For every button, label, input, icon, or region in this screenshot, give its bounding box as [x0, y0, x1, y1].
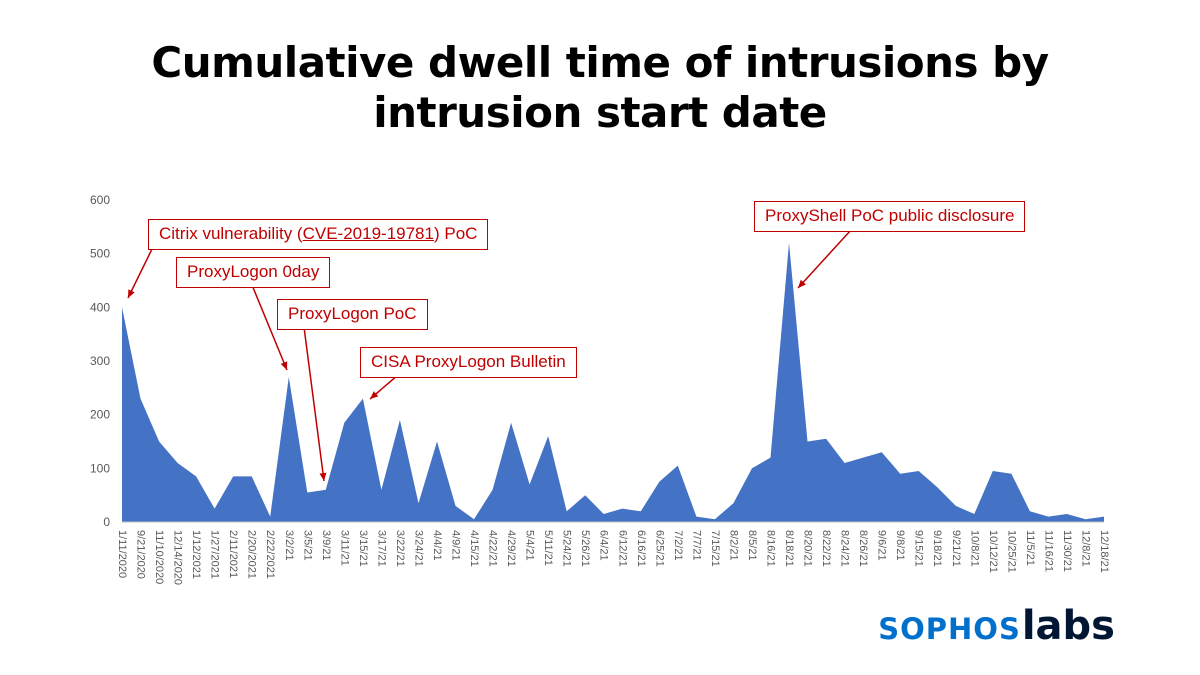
annotation-proxylogon-0day: ProxyLogon 0day: [176, 257, 331, 289]
x-axis-tick-label: 3/2/21: [283, 530, 295, 561]
x-axis-tick-label: 9/8/21: [894, 530, 906, 561]
x-axis-tick-label: 4/22/21: [487, 530, 499, 567]
x-axis-tick-label: 11/5/21: [1024, 530, 1036, 566]
x-axis-tick-label: 2/20/2021: [246, 530, 258, 579]
x-axis-tick-label: 3/15/21: [357, 530, 369, 567]
x-axis-tick-label: 10/12/21: [987, 530, 999, 573]
x-axis-tick-label: 4/4/21: [431, 530, 443, 561]
y-axis-tick-label: 600: [90, 193, 110, 207]
logo-labs-text: labs: [1021, 603, 1115, 649]
cve-link[interactable]: CVE-2019-19781: [302, 224, 434, 243]
x-axis-tick-label: 8/26/21: [857, 530, 869, 567]
annotation-cisa-proxylogon-bulletin: CISA ProxyLogon Bulletin: [360, 347, 577, 379]
x-axis-tick-label: 4/15/21: [468, 530, 480, 567]
x-axis-tick-label: 8/5/21: [746, 530, 758, 561]
x-axis-tick-label: 9/18/21: [931, 530, 943, 567]
x-axis-tick-label: 9/6/21: [876, 530, 888, 561]
y-axis-tick-label: 0: [103, 515, 110, 529]
x-axis-tick-label: 3/11/21: [338, 530, 350, 566]
x-axis-tick-label: 5/24/21: [561, 530, 573, 567]
x-axis-tick-label: 7/2/21: [672, 530, 684, 561]
x-axis-tick-label: 8/16/21: [764, 530, 776, 567]
x-axis-tick-label: 9/21/21: [950, 530, 962, 567]
x-axis-tick-label: 8/2/21: [727, 530, 739, 561]
x-axis-tick-label: 5/26/21: [579, 530, 591, 567]
x-axis-tick-label: 3/22/21: [394, 530, 406, 567]
x-axis-tick-label: 8/18/21: [783, 530, 795, 567]
x-axis-tick-label: 4/9/21: [450, 530, 462, 561]
x-axis-tick-label: 2/22/2021: [264, 530, 276, 579]
x-axis-tick-label: 10/8/21: [968, 530, 980, 567]
annotation-proxyshell-disclosure: ProxyShell PoC public disclosure: [754, 201, 1026, 233]
annotation-text-prefix: Citrix vulnerability (: [159, 224, 303, 243]
x-axis-tick-label: 11/16/21: [1042, 530, 1054, 572]
x-axis-tick-label: 1/27/2021: [209, 530, 221, 579]
x-axis-tick-label: 1/11/2020: [116, 530, 128, 578]
x-axis-tick-label: 6/16/21: [635, 530, 647, 567]
x-axis-tick-label: 12/8/21: [1079, 530, 1091, 567]
x-axis-tick-label: 9/15/21: [913, 530, 925, 567]
x-axis-tick-label: 4/29/21: [505, 530, 517, 567]
annotation-citrix-cve-poc: Citrix vulnerability (CVE-2019-19781) Po…: [148, 219, 489, 251]
x-axis-tick-label: 6/4/21: [598, 530, 610, 561]
dwell-time-area-series: [122, 242, 1104, 522]
x-axis-tick-label: 8/22/21: [820, 530, 832, 567]
sophoslabs-logo: SOPHOS labs: [878, 603, 1115, 649]
logo-sophos-text: SOPHOS: [878, 612, 1021, 646]
y-axis-tick-label: 300: [90, 354, 110, 368]
x-axis-tick-label: 12/14/2020: [172, 530, 184, 585]
x-axis-tick-label: 6/12/21: [616, 530, 628, 567]
x-axis-tick-label: 3/17/21: [375, 530, 387, 567]
annotation-text-suffix: ) PoC: [433, 224, 478, 243]
x-axis-tick-label: 7/15/21: [709, 530, 721, 567]
x-axis-tick-label: 12/18/21: [1098, 530, 1110, 573]
x-axis-tick-label: 6/25/21: [653, 530, 665, 567]
chart-title-line1: Cumulative dwell time of intrusions by: [151, 38, 1049, 87]
y-axis-tick-label: 400: [90, 300, 110, 314]
x-axis-tick-label: 3/24/21: [412, 530, 424, 567]
x-axis-tick-label: 5/4/21: [524, 530, 536, 561]
x-axis-tick-label: 8/20/21: [802, 530, 814, 567]
annotation-proxylogon-poc: ProxyLogon PoC: [277, 299, 428, 331]
x-axis-tick-label: 8/24/21: [839, 530, 851, 567]
y-axis-tick-label: 500: [90, 247, 110, 261]
x-axis-tick-label: 1/12/2021: [190, 530, 202, 579]
x-axis-tick-label: 11/30/21: [1061, 530, 1073, 572]
x-axis-tick-label: 5/11/21: [542, 530, 554, 566]
x-axis-tick-label: 3/5/21: [301, 530, 313, 561]
chart-title-line2: intrusion start date: [373, 87, 827, 137]
x-axis-tick-label: 3/9/21: [320, 530, 332, 561]
x-axis-tick-label: 9/21/2020: [135, 530, 147, 579]
chart-title: Cumulative dwell time of intrusions by i…: [75, 38, 1125, 137]
y-axis-tick-label: 100: [90, 461, 110, 475]
x-axis-tick-label: 11/10/2020: [153, 530, 165, 584]
x-axis-tick-label: 7/7/21: [690, 530, 702, 561]
x-axis-tick-label: 2/11/2021: [227, 530, 239, 578]
x-axis-tick-label: 10/25/21: [1005, 530, 1017, 573]
y-axis-tick-label: 200: [90, 408, 110, 422]
